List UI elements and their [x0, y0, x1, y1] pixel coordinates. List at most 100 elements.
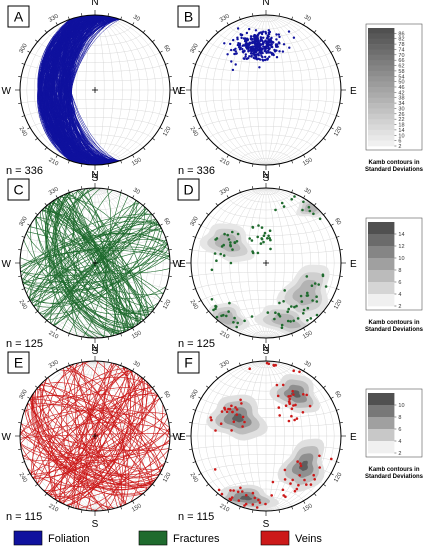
great-circle	[30, 223, 160, 302]
pole-point	[267, 234, 270, 238]
pole-point	[240, 402, 243, 405]
pole-point	[235, 413, 239, 416]
panel-E-great-circles: N E S W 30 60 120 150 210 240 300 330 En = 115	[2, 343, 186, 530]
net-tick	[55, 22, 58, 26]
great-circle	[45, 201, 139, 325]
pole-point	[236, 490, 240, 494]
azimuth-label: 150	[131, 330, 143, 341]
scale-tick-label: 6	[398, 280, 401, 286]
great-circle	[33, 389, 155, 490]
pole-point	[210, 418, 213, 422]
net-tick	[44, 320, 48, 323]
pole-point	[268, 229, 272, 232]
pole-point	[231, 410, 234, 414]
azimuth-label: 150	[131, 503, 143, 514]
net-tick	[152, 39, 155, 43]
net-tick	[206, 212, 209, 216]
scale-tick-label: 62	[398, 64, 404, 70]
great-circle	[59, 17, 116, 163]
pole-point	[262, 36, 265, 39]
pole-point	[230, 404, 233, 408]
pole-point	[246, 38, 250, 41]
scale-band	[368, 129, 395, 136]
pole-point	[256, 33, 260, 37]
scale-tick-label: 34	[398, 101, 404, 107]
net-tick	[189, 275, 193, 277]
pole-point	[234, 47, 237, 50]
great-circle	[44, 380, 146, 492]
pole-point	[288, 397, 292, 401]
great-circle	[23, 404, 167, 461]
net-tick	[330, 300, 334, 303]
azimuth-label: 300	[190, 388, 201, 400]
pole-point	[210, 268, 214, 272]
scale-band	[368, 417, 395, 430]
sample-count: n = 125	[178, 338, 215, 350]
sample-count: n = 336	[6, 165, 43, 177]
net-tick	[278, 509, 280, 513]
scale-tick-label: 10	[398, 256, 404, 262]
pole-point	[315, 300, 319, 303]
cardinal-label-E: E	[350, 86, 357, 97]
great-circle	[72, 189, 113, 337]
net-tick	[323, 137, 326, 141]
pole-point	[248, 55, 251, 58]
azimuth-label: 300	[19, 42, 30, 54]
great-circle	[65, 366, 129, 506]
great-circle	[47, 16, 111, 164]
pole-point	[267, 35, 270, 38]
panel-label-box	[177, 351, 200, 374]
scale-band	[368, 405, 395, 418]
net-tick	[330, 473, 334, 476]
pole-point	[293, 305, 296, 309]
pole-point	[230, 496, 234, 499]
pole-point	[305, 275, 309, 278]
azimuth-label: 120	[162, 298, 173, 310]
pole-point	[250, 55, 253, 58]
pole-point	[238, 48, 242, 51]
grid-parallel	[46, 378, 144, 392]
great-circle	[32, 394, 158, 479]
pole-point	[264, 502, 267, 506]
pole-point	[264, 55, 267, 59]
azimuth-label: 300	[19, 215, 30, 227]
pole-point	[220, 492, 224, 496]
great-circle	[77, 189, 120, 337]
net-tick	[55, 368, 58, 372]
azimuth-label: 30	[132, 360, 141, 369]
pole-point	[303, 478, 306, 482]
great-circle	[67, 188, 101, 338]
great-circle	[62, 15, 108, 165]
net-tick	[132, 500, 135, 504]
pole-point	[235, 408, 239, 411]
net-tick	[252, 336, 254, 340]
scale-band	[368, 119, 395, 125]
net-tick	[192, 63, 196, 65]
pole-point	[262, 234, 266, 237]
scale-tick-label: 50	[398, 80, 404, 86]
net-tick	[165, 236, 169, 238]
great-circle	[20, 432, 170, 462]
great-circle	[46, 205, 144, 321]
legend-swatch-veins	[260, 530, 290, 546]
panel-C-great-circles: N E S W 30 60 120 150 210 240 300 330 Cn = 125	[2, 170, 186, 357]
net-tick	[81, 186, 83, 190]
great-circle	[20, 423, 170, 451]
net-tick	[330, 127, 334, 130]
cardinal-label-S: S	[263, 173, 270, 184]
pole-point	[250, 239, 254, 242]
scale-tick-label: 2	[398, 451, 401, 457]
pole-point	[222, 254, 226, 257]
pole-point	[243, 57, 246, 60]
pole-point	[315, 313, 319, 317]
pole-point	[214, 429, 217, 432]
grid-parallel	[252, 157, 280, 164]
net-tick	[215, 493, 219, 496]
pole-point	[321, 274, 325, 278]
great-circle	[20, 257, 170, 274]
cardinal-label-E: E	[179, 259, 186, 270]
net-tick	[21, 115, 25, 117]
grid-parallel	[252, 189, 280, 196]
pole-point	[232, 321, 235, 324]
